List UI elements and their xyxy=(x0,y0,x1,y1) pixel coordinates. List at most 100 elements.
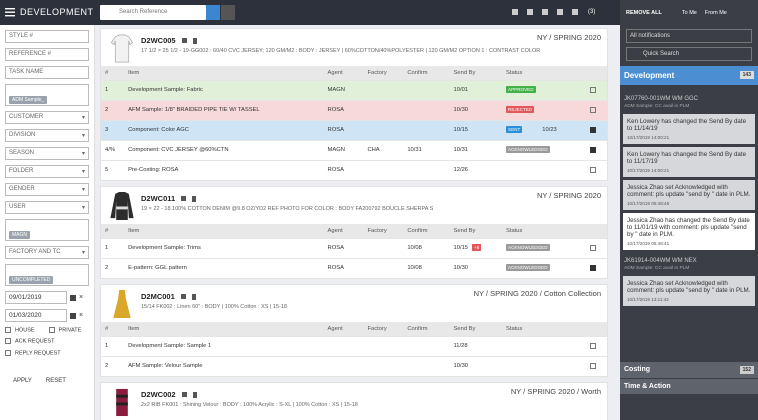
row-checkbox[interactable] xyxy=(589,86,596,93)
factory xyxy=(363,335,404,356)
factory xyxy=(363,257,404,278)
button-row: APPLY RESET xyxy=(5,378,89,384)
row-checkbox[interactable] xyxy=(589,126,596,133)
chip-box[interactable]: UNCOMPLETED xyxy=(5,264,89,286)
filter-select[interactable]: FACTORY AND TC xyxy=(5,246,89,259)
menu-icon[interactable] xyxy=(5,7,15,17)
status-badge: ACKNOWLEDGED xyxy=(506,264,550,272)
row-number: 1 xyxy=(101,79,125,100)
dropdown-button[interactable] xyxy=(221,5,235,20)
task-row[interactable]: 1 Development Sample: Trims ROSA 10/08 10/15… xyxy=(101,237,607,258)
remove-all[interactable]: REMOVE ALL xyxy=(626,9,662,16)
search-button[interactable] xyxy=(206,5,220,20)
toolbar-icons xyxy=(512,9,592,16)
row-checkbox[interactable] xyxy=(589,166,596,173)
task-row[interactable]: 1 Development Sample: Sample 1 11/28 xyxy=(101,335,607,356)
row-checkbox[interactable] xyxy=(589,106,596,113)
task-table: # Item Agent Factory Confirm Send By Status 1 De… xyxy=(101,66,607,180)
factory: CHA xyxy=(363,139,404,160)
filter-input[interactable]: REFERENCE # xyxy=(5,48,89,61)
section-name: Costing xyxy=(624,366,651,373)
filter-button[interactable]: APPLY xyxy=(13,378,32,385)
checkbox[interactable]: HOUSE xyxy=(5,327,35,333)
filter-select[interactable]: FOLDER xyxy=(5,165,89,178)
checkbox[interactable]: ACK REQUEST xyxy=(5,338,54,345)
section-header: Development 143 xyxy=(620,66,758,85)
task-row[interactable]: 2 E-pattern: GGL pattern ROSA 10/08 10/30 ACK… xyxy=(101,257,607,278)
search-placeholder: Search Reference xyxy=(119,9,168,15)
task-row[interactable]: 3 Component: Color AGC ROSA 10/15 SENT 10/23 xyxy=(101,119,607,140)
thumbnail xyxy=(109,33,135,63)
filter-input[interactable]: STYLE # xyxy=(5,30,89,43)
row-number: 4/% xyxy=(101,139,125,160)
notification[interactable]: Jessica Zhao set Acknowledged with comme… xyxy=(623,180,755,210)
section-footer[interactable]: Costing 152 xyxy=(620,362,758,378)
column-header: Status xyxy=(502,224,586,238)
comment-icon xyxy=(180,294,186,299)
calendar-icon xyxy=(70,312,76,319)
row-checkbox[interactable] xyxy=(589,362,596,369)
check-box xyxy=(48,327,55,333)
confirm-date xyxy=(403,355,450,376)
checkbox[interactable]: PRIVATE xyxy=(48,327,81,333)
status-cell: APPROVED xyxy=(502,79,586,100)
check-cell xyxy=(585,355,607,376)
style-season: NY / SPRING 2020 / Worth xyxy=(510,387,601,396)
task-row[interactable]: 2 AFM Sample: Velour Sample 10/30 xyxy=(101,355,607,376)
quick-search[interactable]: Quick Search xyxy=(626,47,752,61)
notif-time: 10/17/2019 13:11:42 xyxy=(627,297,669,302)
section-footer[interactable]: Time & Action xyxy=(620,379,758,394)
row-number: 5 xyxy=(101,159,125,180)
row-checkbox[interactable] xyxy=(589,244,596,251)
table-header: # Item Agent Factory Confirm Send By Status xyxy=(101,322,607,336)
notif-time: 10/17/2019 05:48:46 xyxy=(627,201,670,206)
agent: ROSA xyxy=(323,159,364,180)
search-box[interactable]: Search Reference xyxy=(100,5,206,20)
task-row[interactable]: 4/% Component: CVC JERSEY @60%CTN MAGN CHA 1… xyxy=(101,139,607,160)
date-input[interactable]: 09/01/2019 xyxy=(5,291,67,304)
filter-button[interactable]: RESET xyxy=(45,378,66,385)
chip-box[interactable]: MAGN xyxy=(5,219,89,241)
filter-select[interactable]: CUSTOMER xyxy=(5,111,89,124)
to-me[interactable]: To Me xyxy=(681,9,697,16)
filter-select[interactable]: USER xyxy=(5,201,89,214)
notification[interactable]: Jessica Zhao has changed the Send By dat… xyxy=(623,213,755,250)
column-header: # xyxy=(101,66,125,80)
filter-select[interactable]: SEASON xyxy=(5,147,89,160)
group-title: JK61914-004WM WM NEX xyxy=(624,258,697,264)
notification[interactable]: Jessica Zhao set Acknowledged with comme… xyxy=(623,276,755,306)
thumbnail xyxy=(109,387,135,417)
send-date: 11/28 xyxy=(453,343,468,349)
send-date: 10/30 xyxy=(453,363,469,370)
notification[interactable]: Ken Lowery has changed the Send By date … xyxy=(623,114,755,144)
filter-select[interactable]: GENDER xyxy=(5,183,89,196)
code-row: D2WC011 xyxy=(141,191,607,203)
table-header: # Item Agent Factory Confirm Send By Status xyxy=(101,224,607,238)
date-input[interactable]: 01/03/2020 xyxy=(5,309,67,322)
send-date: 10/31 xyxy=(453,147,469,153)
chip-box[interactable]: ADM Sample_ xyxy=(5,84,89,106)
filter-select[interactable]: DIVISION xyxy=(5,129,89,142)
task-table: # Item Agent Factory Confirm Send By Status 1 De… xyxy=(101,322,607,376)
notif-filter[interactable]: All notifications xyxy=(626,29,752,43)
send-by: 10/15 +8 xyxy=(449,237,502,258)
task-row[interactable]: 1 Development Sample: Fabric MAGN 10/01 APPR… xyxy=(101,79,607,100)
filter-input[interactable]: TASK NAME xyxy=(5,66,89,79)
section-count: 152 xyxy=(739,366,754,374)
task-row[interactable]: 5 Pre-Costing: ROSA ROSA 12/26 xyxy=(101,159,607,180)
column-header: # xyxy=(101,322,125,336)
row-checkbox[interactable] xyxy=(589,264,596,271)
row-checkbox[interactable] xyxy=(589,342,596,349)
confirm-date xyxy=(403,159,450,180)
notif-text: Jessica Zhao has changed the Send By dat… xyxy=(627,217,750,238)
received-date: 10/23 xyxy=(542,127,557,133)
thumbnail xyxy=(109,191,135,221)
from-me[interactable]: From Me xyxy=(704,9,727,16)
task-row[interactable]: 2 AFM Sample: 1/8" BRAIDED PIPE TIE W/ TA… xyxy=(101,99,607,120)
notif-time: 10/17/2019 14:00:21 xyxy=(627,135,670,140)
row-checkbox[interactable] xyxy=(589,146,596,153)
checkbox[interactable]: REPLY REQUEST xyxy=(5,349,61,356)
check-cell xyxy=(585,139,607,160)
notification[interactable]: Ken Lowery has changed the Send By date … xyxy=(623,147,755,177)
